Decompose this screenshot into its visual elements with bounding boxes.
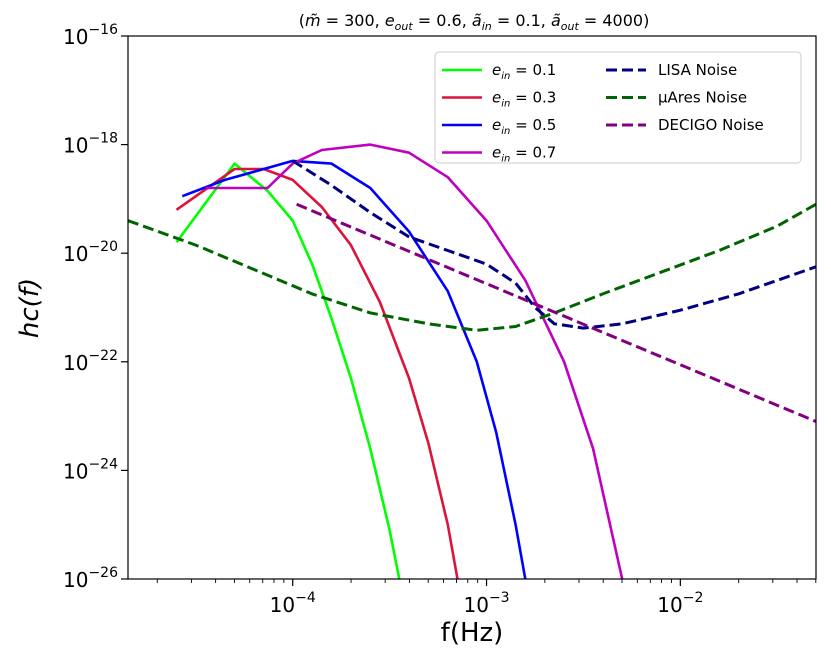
- series-line-1: [175, 162, 401, 579]
- legend-label: ein = 0.1: [492, 61, 556, 82]
- y-tick-label: 10−22: [63, 348, 118, 375]
- y-tick-label: 10−26: [63, 565, 118, 592]
- plot-frame: [127, 35, 817, 580]
- series-line-2: [175, 167, 459, 579]
- x-axis-label: f(Hz): [441, 618, 504, 648]
- series-line-6: [128, 202, 816, 332]
- legend-box: [434, 51, 802, 164]
- legend-label: LISA Noise: [658, 61, 737, 79]
- legend-label: ein = 0.5: [492, 116, 556, 137]
- legend-label: ein = 0.3: [492, 89, 556, 110]
- chart-title: (m̃ = 300, eout = 0.6, ãin = 0.1, ãout =…: [299, 11, 650, 33]
- x-tick-label: 10−2: [657, 590, 703, 617]
- legend: ein = 0.1 ein = 0.3 ein = 0.5 ein = 0.7 LISA…: [434, 51, 802, 165]
- ticks-layer: 10−26 10−24 10−22 10−20 10−18 10−16 10−4 10−3 10…: [63, 22, 817, 617]
- legend-label: μAres Noise: [658, 89, 747, 107]
- y-tick-label: 10−18: [63, 131, 118, 158]
- series-line-5: [291, 159, 816, 330]
- legend-label: DECIGO Noise: [658, 116, 764, 134]
- series-line-4: [205, 143, 624, 579]
- series-layer: [128, 143, 816, 579]
- x-tick-label: 10−3: [463, 590, 509, 617]
- legend-label: ein = 0.7: [492, 144, 556, 165]
- series-line-3: [181, 159, 527, 579]
- y-tick-label: 10−16: [63, 22, 118, 49]
- x-tick-label: 10−4: [270, 590, 316, 617]
- series-line-7: [296, 202, 816, 423]
- y-tick-label: 10−20: [63, 239, 118, 266]
- y-axis-label: hc(f): [15, 278, 45, 338]
- y-tick-label: 10−24: [63, 456, 118, 483]
